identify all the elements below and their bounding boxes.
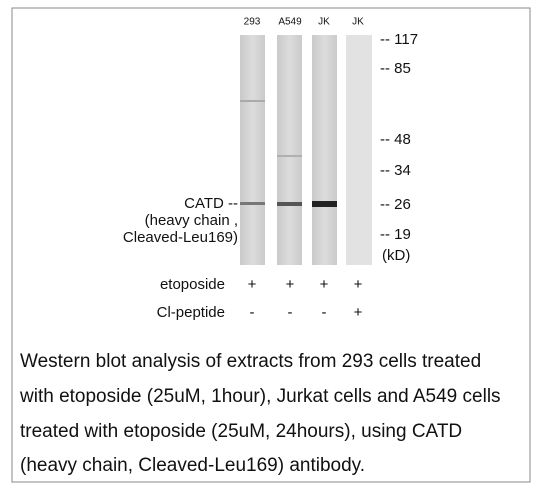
band-label: (heavy chain ,	[145, 212, 238, 229]
marker-label: -- 19	[380, 226, 411, 243]
lane	[346, 35, 372, 265]
band-label: Cleaved-Leu169)	[123, 229, 238, 246]
marker-label: -- 34	[380, 162, 411, 179]
band	[240, 100, 265, 102]
caption-line: (heavy chain, Cleaved-Leu169) antibody.	[20, 455, 365, 476]
band	[277, 155, 302, 157]
treatment-value: -	[250, 304, 255, 321]
lane	[277, 35, 302, 265]
treatment-value: +	[320, 276, 329, 293]
treatment-value: +	[354, 304, 363, 321]
band	[240, 202, 265, 205]
band	[312, 201, 337, 207]
lane	[312, 35, 337, 265]
caption-line: with etoposide (25uM, 1hour), Jurkat cel…	[19, 386, 501, 407]
blot	[240, 35, 372, 265]
lane-label: JK	[352, 17, 364, 28]
treatment-value: +	[248, 276, 257, 293]
caption-line: treated with etoposide (25uM, 24hours), …	[20, 421, 462, 442]
marker-label: -- 117	[380, 31, 418, 48]
lane-label: A549	[278, 17, 302, 28]
unit-label: (kD)	[382, 247, 410, 264]
treatment-value: +	[354, 276, 363, 293]
caption-line: Western blot analysis of extracts from 2…	[20, 351, 481, 372]
lane-label: JK	[318, 17, 330, 28]
treatment-value: -	[288, 304, 293, 321]
treatment-name: Cl-peptide	[157, 304, 225, 321]
lane-label: 293	[244, 17, 261, 28]
treatment-value: +	[286, 276, 295, 293]
treatment-name: etoposide	[160, 276, 225, 293]
marker-label: -- 26	[380, 196, 411, 213]
band	[277, 202, 302, 206]
band-label: CATD --	[184, 195, 238, 212]
marker-label: -- 85	[380, 60, 411, 77]
marker-label: -- 48	[380, 131, 411, 148]
lane	[240, 35, 265, 265]
treatment-value: -	[322, 304, 327, 321]
border	[11, 7, 531, 483]
